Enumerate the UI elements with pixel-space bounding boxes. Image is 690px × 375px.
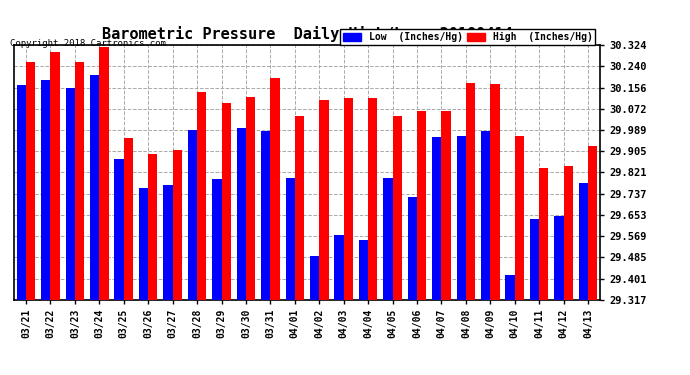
Bar [99, 47, 108, 300]
Bar [564, 166, 573, 300]
Legend: Low  (Inches/Hg), High  (Inches/Hg): Low (Inches/Hg), High (Inches/Hg) [340, 30, 595, 45]
Bar [41, 80, 50, 300]
Bar [17, 84, 26, 300]
Bar [539, 168, 549, 300]
Bar [237, 128, 246, 300]
Bar [466, 83, 475, 300]
Bar [579, 183, 588, 300]
Bar [26, 63, 35, 300]
Bar [417, 111, 426, 300]
Bar [221, 103, 230, 300]
Bar [213, 179, 221, 300]
Bar [319, 100, 328, 300]
Bar [124, 138, 133, 300]
Bar [432, 137, 442, 300]
Bar [491, 84, 500, 300]
Bar [408, 196, 417, 300]
Bar [442, 111, 451, 300]
Bar [344, 98, 353, 300]
Bar [515, 136, 524, 300]
Bar [115, 159, 124, 300]
Bar [368, 98, 377, 300]
Bar [359, 240, 368, 300]
Bar [295, 116, 304, 300]
Bar [457, 136, 466, 300]
Bar [188, 130, 197, 300]
Bar [90, 75, 99, 300]
Bar [164, 185, 172, 300]
Bar [384, 178, 393, 300]
Bar [50, 53, 60, 300]
Bar [172, 150, 182, 300]
Text: Copyright 2018 Cartronics.com: Copyright 2018 Cartronics.com [10, 39, 166, 48]
Bar [530, 219, 539, 300]
Bar [588, 146, 598, 300]
Title: Barometric Pressure  Daily High/Low  20180414: Barometric Pressure Daily High/Low 20180… [101, 27, 513, 42]
Bar [270, 78, 279, 300]
Bar [139, 188, 148, 300]
Bar [481, 131, 491, 300]
Bar [310, 256, 319, 300]
Bar [554, 216, 564, 300]
Bar [66, 88, 75, 300]
Bar [286, 178, 295, 300]
Bar [261, 131, 270, 300]
Bar [506, 275, 515, 300]
Bar [197, 92, 206, 300]
Bar [148, 154, 157, 300]
Bar [75, 63, 84, 300]
Bar [393, 116, 402, 300]
Bar [246, 97, 255, 300]
Bar [335, 235, 344, 300]
